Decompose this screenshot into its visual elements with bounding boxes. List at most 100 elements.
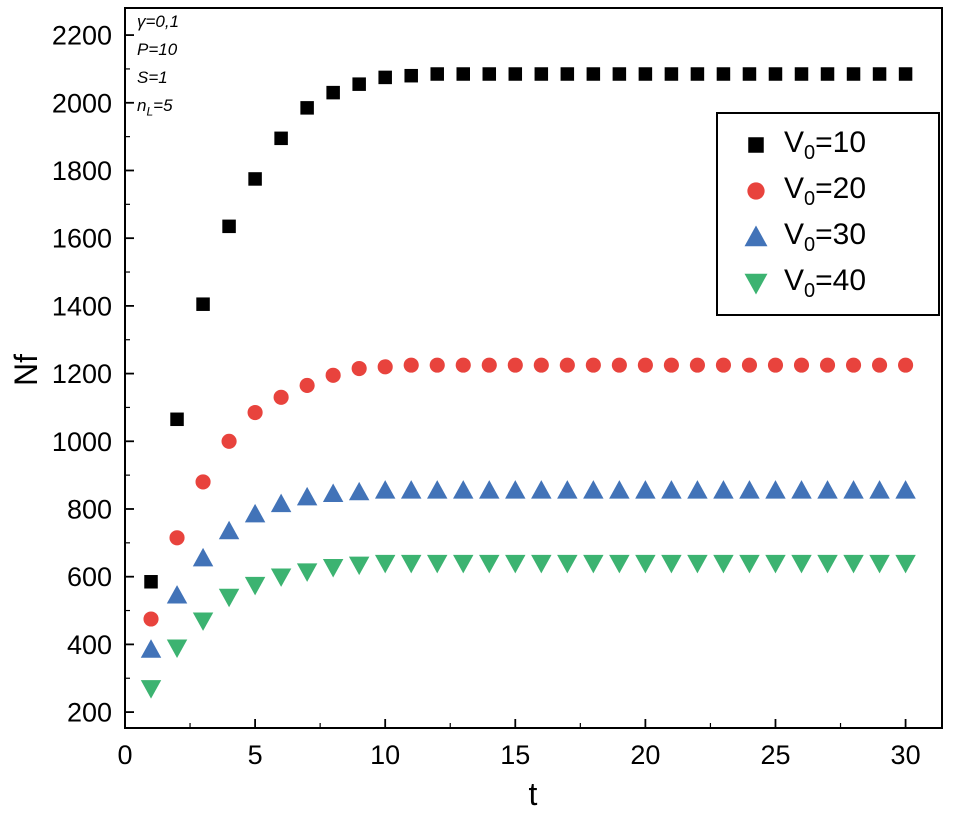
data-point xyxy=(505,554,526,574)
data-point xyxy=(170,412,184,427)
data-point xyxy=(843,554,864,574)
data-point xyxy=(534,67,549,81)
data-point xyxy=(664,67,679,81)
data-point xyxy=(482,67,497,81)
legend-item: V0=40 xyxy=(718,264,938,303)
legend-label: V0=30 xyxy=(784,217,867,256)
x-axis-tick-label: 10 xyxy=(370,740,400,770)
data-point xyxy=(507,357,523,373)
data-point xyxy=(166,585,188,604)
series-V0=30 xyxy=(140,480,916,658)
data-point xyxy=(169,530,185,546)
y-axis-tick-label: 1800 xyxy=(52,156,112,186)
data-point xyxy=(791,480,812,499)
data-point xyxy=(663,357,679,373)
data-point xyxy=(326,85,340,100)
data-point xyxy=(898,357,914,373)
x-axis-tick-label: 5 xyxy=(248,740,263,770)
data-point xyxy=(505,480,526,499)
data-point xyxy=(270,568,292,587)
data-point xyxy=(274,131,288,146)
data-point xyxy=(404,68,418,83)
data-point xyxy=(273,389,289,405)
data-point xyxy=(819,357,836,373)
data-point xyxy=(817,554,838,574)
data-point xyxy=(560,67,575,81)
data-point xyxy=(846,67,861,81)
data-point xyxy=(742,67,757,81)
data-point xyxy=(869,480,890,499)
data-point xyxy=(195,474,211,490)
data-point xyxy=(533,357,549,373)
data-point xyxy=(325,367,341,383)
data-point xyxy=(247,404,263,421)
data-point xyxy=(296,486,318,506)
data-point xyxy=(794,67,809,81)
data-point xyxy=(192,547,214,567)
data-point xyxy=(374,554,396,574)
data-point xyxy=(426,480,448,499)
annotation-line: S=1 xyxy=(137,68,168,87)
data-point xyxy=(296,563,318,582)
data-point xyxy=(426,554,448,574)
legend: V0=10 V0=20 V0=30 V0=40 xyxy=(716,112,940,316)
data-point xyxy=(140,680,162,699)
data-point xyxy=(270,493,292,513)
data-point xyxy=(817,480,838,499)
legend-label: V0=40 xyxy=(784,263,867,302)
data-point xyxy=(218,520,240,540)
data-point xyxy=(690,67,705,81)
data-point xyxy=(741,357,758,373)
data-point xyxy=(557,480,578,499)
y-axis-tick-label: 200 xyxy=(67,698,112,728)
data-point xyxy=(739,480,760,499)
data-point xyxy=(300,101,314,115)
data-point xyxy=(479,554,500,574)
data-point xyxy=(687,554,708,574)
data-point xyxy=(479,480,500,499)
data-point xyxy=(378,70,392,85)
y-axis-tick-label: 1400 xyxy=(52,291,112,321)
annotation-line: γ=0,1 xyxy=(137,12,180,31)
data-point xyxy=(638,67,653,81)
series-V0=20 xyxy=(143,357,914,627)
data-point xyxy=(455,357,471,373)
data-point xyxy=(377,359,393,375)
x-axis-tick-label: 20 xyxy=(630,740,660,770)
legend-item: V0=10 xyxy=(718,126,938,165)
data-point xyxy=(765,480,786,499)
data-point xyxy=(143,611,159,627)
y-axis-tick-label: 1200 xyxy=(52,359,112,389)
data-point xyxy=(508,67,523,81)
series-V0=10 xyxy=(144,67,913,589)
data-point xyxy=(481,357,497,373)
y-axis-tick-label: 400 xyxy=(67,630,112,660)
data-point xyxy=(586,67,601,81)
data-point xyxy=(583,554,604,574)
legend-marker-square-icon xyxy=(748,137,764,153)
data-point xyxy=(609,554,630,574)
data-point xyxy=(689,357,705,373)
data-point xyxy=(687,480,708,499)
data-point xyxy=(869,554,890,574)
data-point xyxy=(531,554,552,574)
legend-item: V0=30 xyxy=(718,218,938,257)
data-point xyxy=(244,576,266,596)
y-axis-tick-label: 1600 xyxy=(52,224,112,254)
data-point xyxy=(374,480,396,499)
y-axis-tick-label: 800 xyxy=(67,494,112,524)
data-point xyxy=(843,480,864,499)
data-point xyxy=(430,67,444,81)
data-point xyxy=(322,558,344,578)
legend-marker-circle-icon xyxy=(747,182,765,200)
x-axis-tick-label: 25 xyxy=(760,740,790,770)
y-axis-tick-label: 2000 xyxy=(52,88,112,118)
data-point xyxy=(767,357,784,373)
data-point xyxy=(872,67,887,81)
data-point xyxy=(713,480,734,499)
data-point xyxy=(299,377,315,393)
data-point xyxy=(768,67,783,81)
data-point xyxy=(612,67,627,81)
